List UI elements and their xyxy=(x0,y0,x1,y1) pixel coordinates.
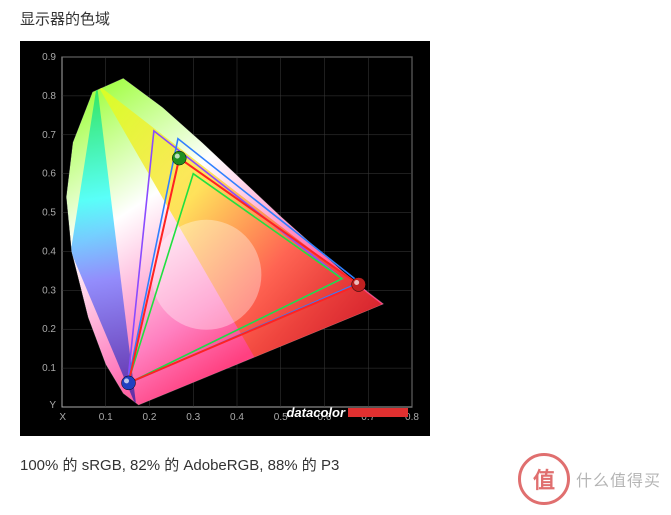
svg-text:0.3: 0.3 xyxy=(186,412,200,423)
watermark-circle-char: 值 xyxy=(533,463,555,495)
svg-text:0.6: 0.6 xyxy=(42,169,56,180)
svg-text:0.4: 0.4 xyxy=(230,412,244,423)
svg-text:0.5: 0.5 xyxy=(42,208,56,219)
cie-chart: 0.10.20.30.40.50.60.70.80.10.20.30.40.50… xyxy=(20,41,430,436)
svg-text:X: X xyxy=(59,412,66,423)
brand-text: datacolor xyxy=(286,405,345,420)
watermark-circle-icon: 值 xyxy=(518,453,570,505)
svg-text:0.1: 0.1 xyxy=(99,412,113,423)
watermark-text: 什么值得买 xyxy=(576,467,661,491)
svg-text:0.1: 0.1 xyxy=(42,363,56,374)
svg-text:0.4: 0.4 xyxy=(42,246,56,257)
watermark: 值 什么值得买 xyxy=(518,453,661,505)
svg-text:0.9: 0.9 xyxy=(42,52,56,63)
brand-logo: datacolor xyxy=(286,405,408,420)
svg-text:0.2: 0.2 xyxy=(143,412,157,423)
svg-text:0.3: 0.3 xyxy=(42,285,56,296)
page-title: 显示器的色域 xyxy=(20,8,651,29)
svg-text:0.8: 0.8 xyxy=(42,91,56,102)
svg-text:0.2: 0.2 xyxy=(42,324,56,335)
svg-text:0.7: 0.7 xyxy=(42,130,56,141)
svg-text:Y: Y xyxy=(49,400,56,411)
page: 显示器的色域 0.1 0.2 0.3 0.4 0.5 0.6 0.7 0.8 0.1 0.2 0.3… xyxy=(0,0,671,515)
brand-bar-icon xyxy=(348,408,408,417)
